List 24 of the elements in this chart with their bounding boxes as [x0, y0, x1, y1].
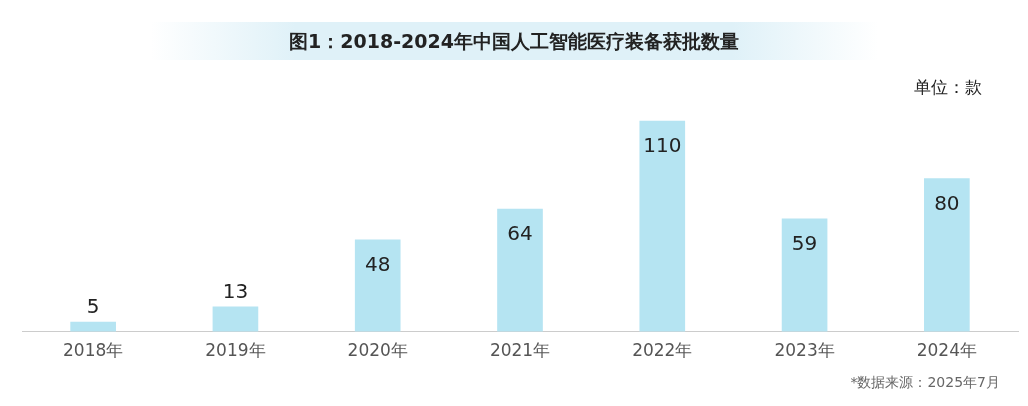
data-label: 64	[507, 221, 533, 246]
x-tick-label: 2024年	[916, 340, 977, 361]
data-label: 59	[791, 230, 818, 255]
data-label: 5	[86, 294, 100, 319]
x-tick-label: 2019年	[205, 340, 266, 361]
x-tick-label: 2020年	[347, 340, 408, 361]
data-label: 13	[222, 278, 249, 303]
chart-title: 图1：2018-2024年中国人工智能医疗装备获批数量	[150, 22, 878, 60]
bar	[212, 306, 259, 332]
x-tick-label: 2021年	[489, 340, 551, 361]
bar	[497, 208, 543, 332]
bar	[924, 178, 970, 332]
text: *数据来源：2025年7月	[850, 374, 1000, 392]
bar	[639, 120, 686, 332]
text: 单位：款	[914, 76, 982, 99]
bar	[354, 239, 401, 332]
data-label: 80	[934, 190, 960, 215]
x-tick-label: 2018年	[63, 340, 124, 361]
bar	[70, 321, 116, 332]
x-tick-label: 2023年	[774, 340, 835, 361]
data-label: 48	[364, 251, 391, 276]
bar	[781, 218, 828, 332]
data-label: 110	[643, 133, 682, 158]
x-tick-label: 2022年	[632, 340, 693, 361]
